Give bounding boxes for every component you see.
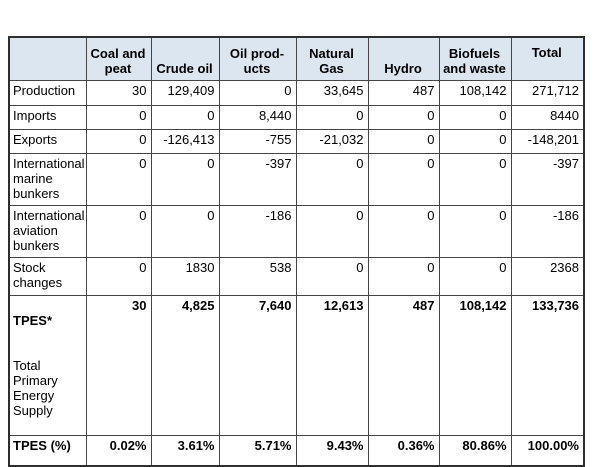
cell: 100.00% — [510, 434, 585, 467]
cell: -186 — [218, 204, 297, 258]
cell: 0 — [367, 256, 440, 296]
row-label-stock-changes: Stock changes — [8, 256, 87, 296]
table-row-exports: Exports 0 -126,413 -755 -21,032 0 0 -148… — [8, 128, 585, 154]
column-header-total: Total — [510, 36, 585, 81]
header-row: Coal and peat Crude oil Oil prod- ucts N… — [8, 36, 585, 81]
table-row-stock-changes: Stock changes 0 1830 538 0 0 0 2368 — [8, 256, 585, 296]
cell: 0 — [218, 79, 297, 106]
cell: 538 — [218, 256, 297, 296]
table-row-production: Production 30 129,409 0 33,645 487 108,1… — [8, 79, 585, 106]
cell: 487 — [367, 79, 440, 106]
cell: 0.36% — [367, 434, 440, 467]
cell: 80.86% — [438, 434, 512, 467]
cell: -21,032 — [295, 128, 369, 154]
cell: 30 — [85, 79, 152, 106]
table-row-imports: Imports 0 0 8,440 0 0 0 8440 — [8, 104, 585, 130]
row-label-imports: Imports — [8, 104, 87, 130]
table-row-international-marine-bunkers: International marine bunkers 0 0 -397 0 … — [8, 152, 585, 206]
row-label-tpes-percent: TPES (%) — [8, 434, 87, 467]
cell: 0 — [438, 128, 512, 154]
cell: 9.43% — [295, 434, 369, 467]
cell: -397 — [510, 152, 585, 206]
cell: 0 — [295, 104, 369, 130]
cell: -186 — [510, 204, 585, 258]
cell: 0 — [150, 204, 220, 258]
cell: -397 — [218, 152, 297, 206]
column-header-crude-oil: Crude oil — [150, 36, 220, 81]
column-header-biofuels-and-waste: Biofuels and waste — [438, 36, 512, 81]
cell: 5.71% — [218, 434, 297, 467]
cell: 0.02% — [85, 434, 152, 467]
column-header-hydro: Hydro — [367, 36, 440, 81]
cell: 0 — [150, 104, 220, 130]
cell: -126,413 — [150, 128, 220, 154]
cell: 271,712 — [510, 79, 585, 106]
column-header-oil-products: Oil prod- ucts — [218, 36, 297, 81]
cell: 0 — [85, 128, 152, 154]
cell: 4,825 — [150, 294, 220, 436]
cell: 0 — [367, 204, 440, 258]
cell: 129,409 — [150, 79, 220, 106]
energy-balance-table: Coal and peat Crude oil Oil prod- ucts N… — [8, 36, 585, 467]
cell: 0 — [150, 152, 220, 206]
row-label-international-marine-bunkers: International marine bunkers — [8, 152, 87, 206]
tpes-sublabel: Total Primary Energy Supply — [13, 357, 58, 418]
cell: 2368 — [510, 256, 585, 296]
cell: 30 — [85, 294, 152, 436]
cell: -148,201 — [510, 128, 585, 154]
table-row-tpes: TPES* Total Primary Energy Supply 30 4,8… — [8, 294, 585, 436]
cell: 0 — [438, 104, 512, 130]
cell: 0 — [295, 256, 369, 296]
cell: 0 — [438, 256, 512, 296]
cell: 133,736 — [510, 294, 585, 436]
cell: 0 — [295, 204, 369, 258]
cell: 0 — [295, 152, 369, 206]
cell: 3.61% — [150, 434, 220, 467]
cell: 1830 — [150, 256, 220, 296]
cell: 0 — [367, 128, 440, 154]
cell: 0 — [85, 204, 152, 258]
cell: 0 — [85, 152, 152, 206]
cell: 8,440 — [218, 104, 297, 130]
column-header-coal-and-peat: Coal and peat — [85, 36, 152, 81]
row-label-production: Production — [8, 79, 87, 106]
cell: 0 — [438, 204, 512, 258]
row-label-international-aviation-bunkers: International aviation bunkers — [8, 204, 87, 258]
cell: 0 — [367, 104, 440, 130]
cell: 108,142 — [438, 294, 512, 436]
table-row-international-aviation-bunkers: International aviation bunkers 0 0 -186 … — [8, 204, 585, 258]
cell: 487 — [367, 294, 440, 436]
cell: 0 — [85, 104, 152, 130]
cell: 7,640 — [218, 294, 297, 436]
table-row-tpes-percent: TPES (%) 0.02% 3.61% 5.71% 9.43% 0.36% 8… — [8, 434, 585, 467]
cell: 8440 — [510, 104, 585, 130]
cell: -755 — [218, 128, 297, 154]
cell: 12,613 — [295, 294, 369, 436]
tpes-label: TPES* — [13, 312, 53, 328]
row-label-tpes: TPES* Total Primary Energy Supply — [8, 294, 87, 436]
row-label-exports: Exports — [8, 128, 87, 154]
cell: 0 — [438, 152, 512, 206]
cell: 0 — [85, 256, 152, 296]
cell: 33,645 — [295, 79, 369, 106]
corner-cell — [8, 36, 87, 81]
cell: 0 — [367, 152, 440, 206]
column-header-natural-gas: Natural Gas — [295, 36, 369, 81]
cell: 108,142 — [438, 79, 512, 106]
